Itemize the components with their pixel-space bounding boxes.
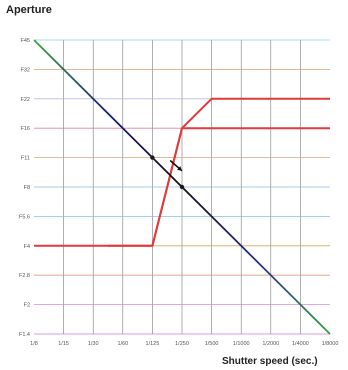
y-tick-label: F8: [24, 185, 30, 191]
intersection-point-1: [179, 184, 185, 190]
chart-title: Aperture: [6, 4, 52, 16]
x-tick-label: 1/1000: [233, 341, 250, 347]
y-tick-label: F2.8: [19, 273, 30, 279]
x-tick-label: 1/8000: [322, 341, 339, 347]
y-tick-label: F1.4: [19, 332, 30, 338]
x-tick-label: 1/500: [205, 341, 219, 347]
series-line-1: [108, 97, 330, 247]
x-tick-label: 1/8: [30, 341, 38, 347]
x-tick-label: 1/4000: [292, 341, 309, 347]
x-tick-label: 1/2000: [262, 341, 279, 347]
x-axis-label: Shutter speed (sec.): [222, 356, 318, 367]
shift-arrow-head: [177, 166, 182, 171]
y-tick-label: F32: [21, 67, 30, 73]
x-tick-label: 1/250: [175, 341, 189, 347]
y-tick-label: F11: [21, 156, 30, 162]
x-tick-label: 1/15: [58, 341, 69, 347]
y-tick-label: F5.6: [19, 214, 30, 220]
y-tick-label: F2: [24, 303, 30, 309]
x-tick-label: 1/125: [146, 341, 160, 347]
y-tick-label: F22: [21, 97, 30, 103]
y-tick-label: F4: [24, 244, 30, 250]
x-tick-label: 1/30: [88, 341, 99, 347]
intersection-point-0: [150, 155, 155, 160]
y-tick-label: F45: [21, 38, 30, 44]
y-tick-label: F16: [21, 126, 30, 132]
x-tick-label: 1/60: [117, 341, 128, 347]
